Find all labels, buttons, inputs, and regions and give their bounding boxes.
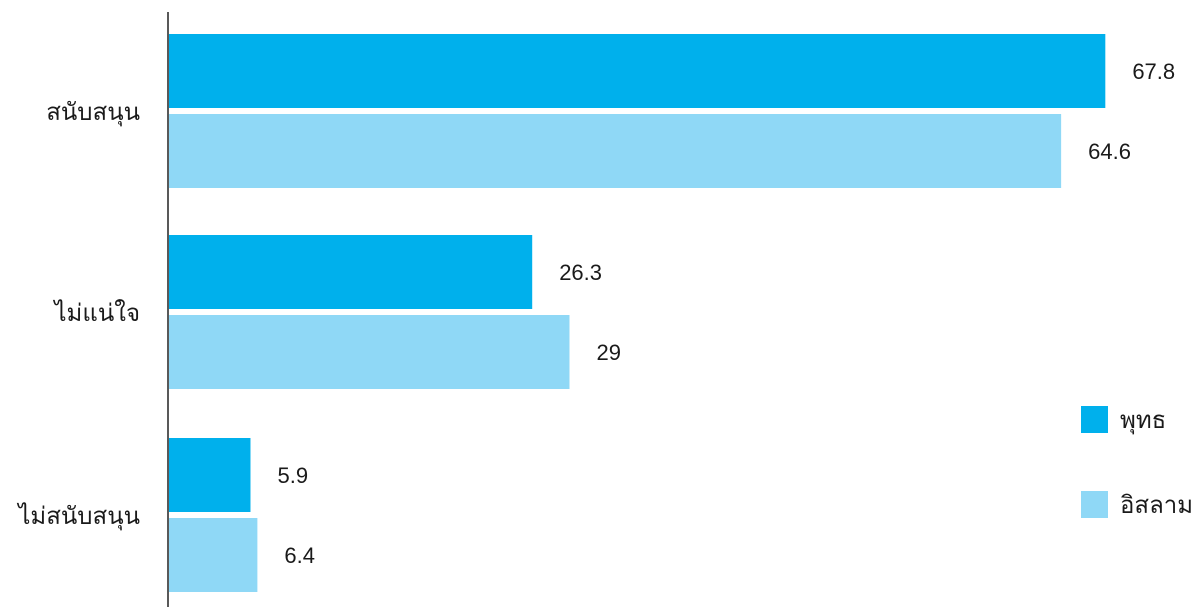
legend: พุทธอิสลาม [1081,406,1193,519]
value-labels: 67.8 64.6 26.3 29 5.9 6.4 [277,59,1175,568]
legend-swatch [1081,406,1108,433]
data-label: 5.9 [277,463,308,488]
data-label: 29 [596,340,620,365]
data-label: 64.6 [1088,139,1131,164]
category-label: สนับสนุน [46,98,140,127]
legend-label: อิสลาม [1120,491,1193,519]
bar [169,114,1062,188]
bar [169,315,570,389]
bar [169,438,251,512]
bars [169,34,1106,592]
bar [169,518,258,592]
data-label: 67.8 [1132,59,1175,84]
data-label: 6.4 [284,543,315,568]
legend-swatch [1081,491,1108,518]
category-label: ไม่สนับสนุน [16,502,140,531]
bar [169,235,533,309]
bar [169,34,1106,108]
data-label: 26.3 [559,260,602,285]
category-label: ไม่แน่ใจ [52,299,140,327]
legend-label: พุทธ [1120,406,1166,435]
